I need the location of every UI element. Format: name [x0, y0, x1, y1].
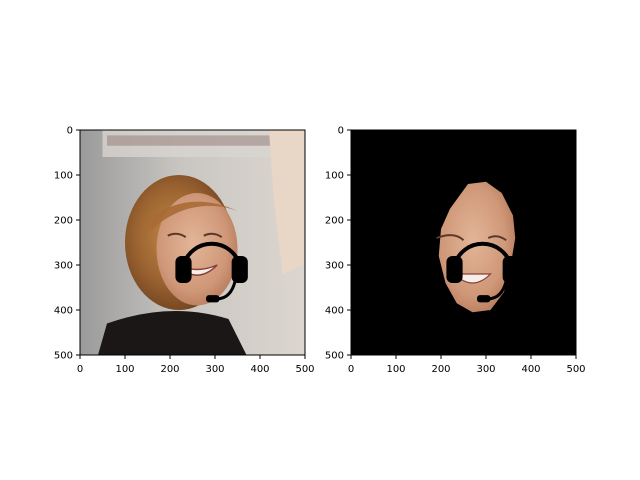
- headset-right-earcup: [502, 256, 519, 283]
- y-tick-label: 200: [325, 216, 344, 227]
- x-tick-label: 400: [250, 364, 269, 375]
- x-tick-label: 100: [386, 364, 405, 375]
- y-tick-label: 100: [54, 171, 73, 182]
- y-tick-label: 200: [54, 216, 73, 227]
- panel-right-mask: 0 100 200 300 400 500 0 100 200 300 400 500: [325, 126, 586, 376]
- headset-right-earcup: [231, 256, 248, 283]
- y-tick-label: 500: [54, 351, 73, 362]
- photo-arm: [269, 130, 305, 274]
- x-tick-label: 400: [521, 364, 540, 375]
- left-y-axis: 0 100 200 300 400 500: [54, 126, 80, 362]
- x-tick-label: 300: [476, 364, 495, 375]
- x-tick-label: 0: [77, 364, 83, 375]
- left-axes-frame: [79, 129, 306, 356]
- headset-left-earcup: [175, 256, 192, 283]
- y-tick-label: 0: [67, 126, 73, 137]
- x-tick-label: 200: [431, 364, 450, 375]
- y-tick-label: 100: [325, 171, 344, 182]
- x-tick-label: 200: [160, 364, 179, 375]
- headset-band: [452, 241, 513, 266]
- x-tick-label: 100: [115, 364, 134, 375]
- x-tick-label: 300: [205, 364, 224, 375]
- mask-right-eye: [487, 235, 507, 242]
- right-headset-overlay: [446, 241, 519, 303]
- x-tick-label: 500: [295, 364, 314, 375]
- photo-banner: [102, 130, 283, 157]
- y-tick-label: 0: [338, 126, 344, 137]
- right-x-axis: 0 100 200 300 400 500: [348, 355, 586, 375]
- headset-band: [181, 241, 242, 266]
- x-tick-label: 500: [566, 364, 585, 375]
- panel-left-photo: 0 100 200 300 400 500 0 100 200 300 400 500: [54, 126, 315, 376]
- y-tick-label: 400: [325, 306, 344, 317]
- left-headset-overlay: [175, 241, 248, 303]
- photo-clothing: [98, 311, 247, 355]
- photo-fringe: [147, 201, 238, 234]
- y-tick-label: 300: [325, 261, 344, 272]
- left-x-axis: 0 100 200 300 400 500: [77, 355, 315, 375]
- y-tick-label: 400: [54, 306, 73, 317]
- photo-banner-letters: [107, 135, 278, 146]
- right-axes-frame: [350, 129, 577, 356]
- headset-mic: [206, 295, 220, 303]
- headset-left-earcup: [446, 256, 463, 283]
- left-photo-image: [80, 130, 305, 355]
- y-tick-label: 500: [325, 351, 344, 362]
- photo-left-eye: [167, 232, 187, 238]
- headset-mic: [477, 295, 491, 303]
- y-tick-label: 300: [54, 261, 73, 272]
- x-tick-label: 0: [348, 364, 354, 375]
- right-y-axis: 0 100 200 300 400 500: [325, 126, 351, 362]
- right-masked-image: [351, 130, 576, 355]
- mask-left-eye: [436, 234, 465, 241]
- photo-right-eye: [203, 232, 223, 238]
